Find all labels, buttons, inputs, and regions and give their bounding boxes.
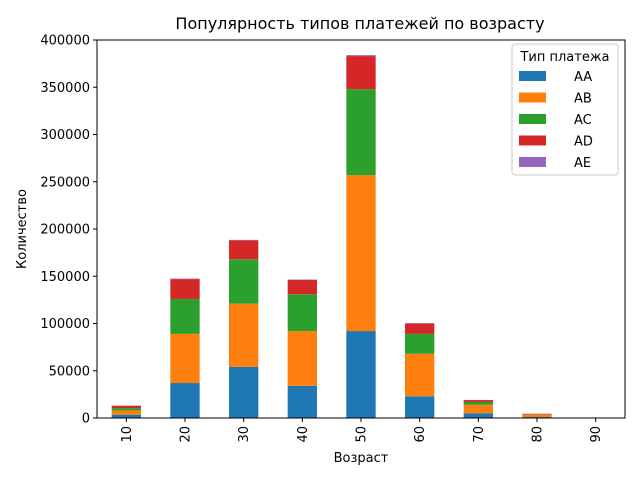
bar-AD-40	[287, 280, 317, 295]
x-tick-label: 50	[355, 426, 370, 443]
legend-swatch-AC	[519, 114, 546, 124]
bar-AD-20	[170, 279, 200, 299]
bar-AB-60	[405, 353, 435, 397]
x-tick-label: 40	[296, 426, 311, 443]
x-tick-label: 60	[413, 426, 428, 443]
bar-AD-70	[463, 400, 493, 402]
bar-AA-60	[405, 396, 435, 418]
chart-title: Популярность типов платежей по возрасту	[175, 14, 544, 33]
y-axis-title: Количество	[15, 189, 30, 269]
legend-swatch-AE	[519, 157, 546, 167]
bar-AC-10	[111, 408, 141, 411]
bar-AB-50	[346, 175, 376, 332]
bar-AB-20	[170, 333, 200, 384]
bar-AA-50	[346, 331, 376, 418]
x-tick-label: 30	[237, 426, 252, 443]
bar-AD-60	[405, 323, 435, 334]
x-axis: 10 20 30 40 50 60 70 80 90	[120, 418, 604, 443]
bar-AD-30	[229, 240, 259, 260]
x-tick-label: 20	[179, 426, 194, 443]
legend-swatch-AA	[519, 71, 546, 81]
bar-AC-50	[346, 89, 376, 176]
bar-AB-70	[463, 404, 493, 414]
legend-items: AA AB AC AD AE	[519, 70, 593, 171]
bar-AE-50	[346, 55, 376, 57]
bars-layer	[111, 55, 611, 418]
plot-frame	[96, 39, 626, 419]
legend-label-AB: AB	[574, 92, 592, 107]
bar-AA-10	[111, 414, 141, 418]
legend-swatch-AB	[519, 92, 546, 103]
y-tick-label: 350000	[40, 81, 90, 96]
bar-AB-40	[287, 331, 317, 386]
y-tick-label: 300000	[40, 128, 90, 143]
x-tick-label: 70	[472, 426, 487, 443]
legend-label-AD: AD	[574, 135, 593, 150]
bar-AB-30	[229, 303, 259, 367]
y-tick-label: 400000	[40, 34, 90, 49]
bar-AA-20	[170, 383, 200, 418]
y-tick-label: 250000	[40, 175, 90, 190]
y-tick-label: 150000	[40, 270, 90, 285]
y-tick-label: 50000	[49, 364, 90, 379]
legend-label-AE: AE	[574, 156, 591, 171]
x-tick-label: 90	[589, 426, 604, 443]
bar-AD-10	[111, 405, 141, 409]
bar-AC-70	[463, 401, 493, 405]
bar-AB-80	[522, 414, 552, 418]
bar-AC-40	[287, 294, 317, 332]
legend: Тип платежа AA AB AC AD AE	[511, 43, 619, 176]
legend-swatch-AD	[519, 135, 546, 146]
bar-AC-60	[405, 333, 435, 354]
legend-label-AC: AC	[574, 113, 592, 128]
bar-AB-10	[111, 410, 141, 415]
y-tick-label: 0	[82, 412, 90, 427]
bar-AD-50	[346, 56, 376, 90]
bar-AA-30	[229, 366, 259, 418]
bar-AA-40	[287, 385, 317, 418]
y-tick-label: 200000	[40, 223, 90, 238]
x-axis-title: Возраст	[334, 451, 389, 466]
bar-AA-70	[463, 413, 493, 418]
bar-AC-30	[229, 259, 259, 304]
y-tick-label: 100000	[40, 317, 90, 332]
legend-title: Тип платежа	[519, 50, 609, 65]
y-axis: 0 50000 100000 150000 200000 250000 300000 3500…	[40, 34, 97, 427]
x-tick-label: 10	[120, 426, 135, 443]
bar-AD-80	[522, 413, 552, 415]
x-tick-label: 80	[531, 426, 546, 443]
bar-AC-20	[170, 298, 200, 334]
legend-label-AA: AA	[574, 70, 592, 85]
